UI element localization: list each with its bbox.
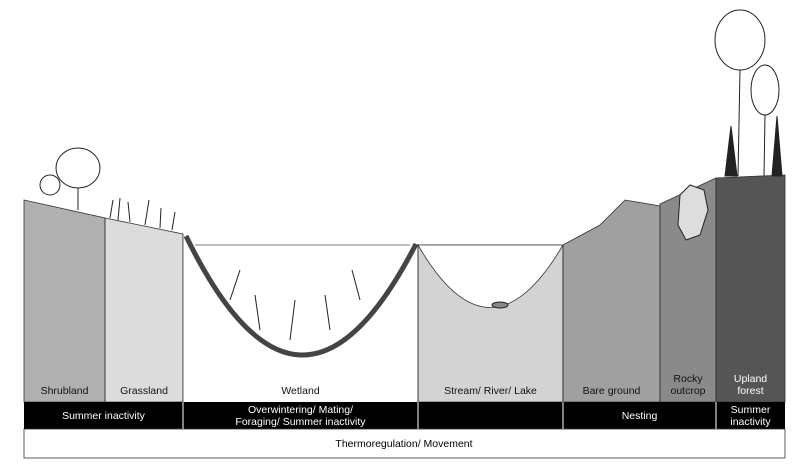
activity-label-line: inactivity bbox=[730, 416, 771, 428]
tree-trunk bbox=[763, 114, 766, 177]
movement-label: Thermoregulation/ Movement bbox=[335, 438, 472, 450]
habitat-label: Stream/ River/ Lake bbox=[444, 385, 537, 397]
conifer bbox=[724, 115, 783, 177]
activity-label-line: Foraging/ Summer inactivity bbox=[235, 416, 366, 428]
habitat-label-line: outcrop bbox=[670, 385, 705, 397]
habitat-label-line: Shrubland bbox=[41, 385, 89, 397]
habitat-label: Bare ground bbox=[583, 385, 641, 397]
activity-label: Overwintering/ Mating/Foraging/ Summer i… bbox=[235, 404, 366, 428]
habitat-label-line: Stream/ River/ Lake bbox=[444, 385, 537, 397]
vegetation bbox=[39, 9, 783, 341]
wetland-plants bbox=[229, 269, 361, 341]
movement-band bbox=[23, 428, 786, 459]
grass bbox=[109, 197, 176, 231]
activity-label-line: Nesting bbox=[622, 410, 658, 422]
habitat-label-line: Bare ground bbox=[583, 385, 641, 397]
habitat-label: Upland forest bbox=[734, 373, 767, 397]
shrub bbox=[55, 147, 101, 189]
wetland-zone bbox=[183, 234, 418, 402]
habitat-label: Shrubland bbox=[41, 385, 89, 397]
habitat-label: Grassland bbox=[120, 385, 168, 397]
tree bbox=[750, 64, 780, 116]
shrubland-zone bbox=[23, 199, 106, 403]
bare-ground-zone bbox=[562, 199, 661, 403]
habitat-label-line: Grassland bbox=[120, 385, 168, 397]
habitat-label-line: Rocky bbox=[673, 373, 703, 385]
grassland-zone bbox=[104, 217, 184, 403]
activity-label: Nesting bbox=[622, 410, 658, 422]
habitat-label-line: forest bbox=[737, 385, 763, 397]
wetland-basin bbox=[183, 234, 419, 358]
shrub bbox=[39, 174, 61, 196]
activity-band bbox=[24, 402, 785, 429]
habitat-label: Rocky outcrop bbox=[670, 373, 705, 397]
habitat-label-line: Upland bbox=[734, 373, 767, 385]
activity-label: Summer inactivity bbox=[62, 410, 146, 422]
terrain bbox=[23, 174, 786, 403]
activity-label-line: Overwintering/ Mating/ bbox=[248, 404, 353, 416]
activity-label: Summer inactivity bbox=[730, 404, 771, 428]
rock bbox=[491, 301, 509, 309]
upland-zone bbox=[715, 174, 786, 403]
activity-label-line: Summer inactivity bbox=[62, 410, 146, 422]
tree bbox=[714, 9, 766, 71]
habitat-label-line: Wetland bbox=[281, 385, 319, 397]
habitat-label: Wetland bbox=[281, 385, 319, 397]
activity-label-line: Summer bbox=[731, 404, 771, 416]
rock-pile bbox=[677, 184, 709, 241]
tree-trunk bbox=[737, 69, 741, 177]
